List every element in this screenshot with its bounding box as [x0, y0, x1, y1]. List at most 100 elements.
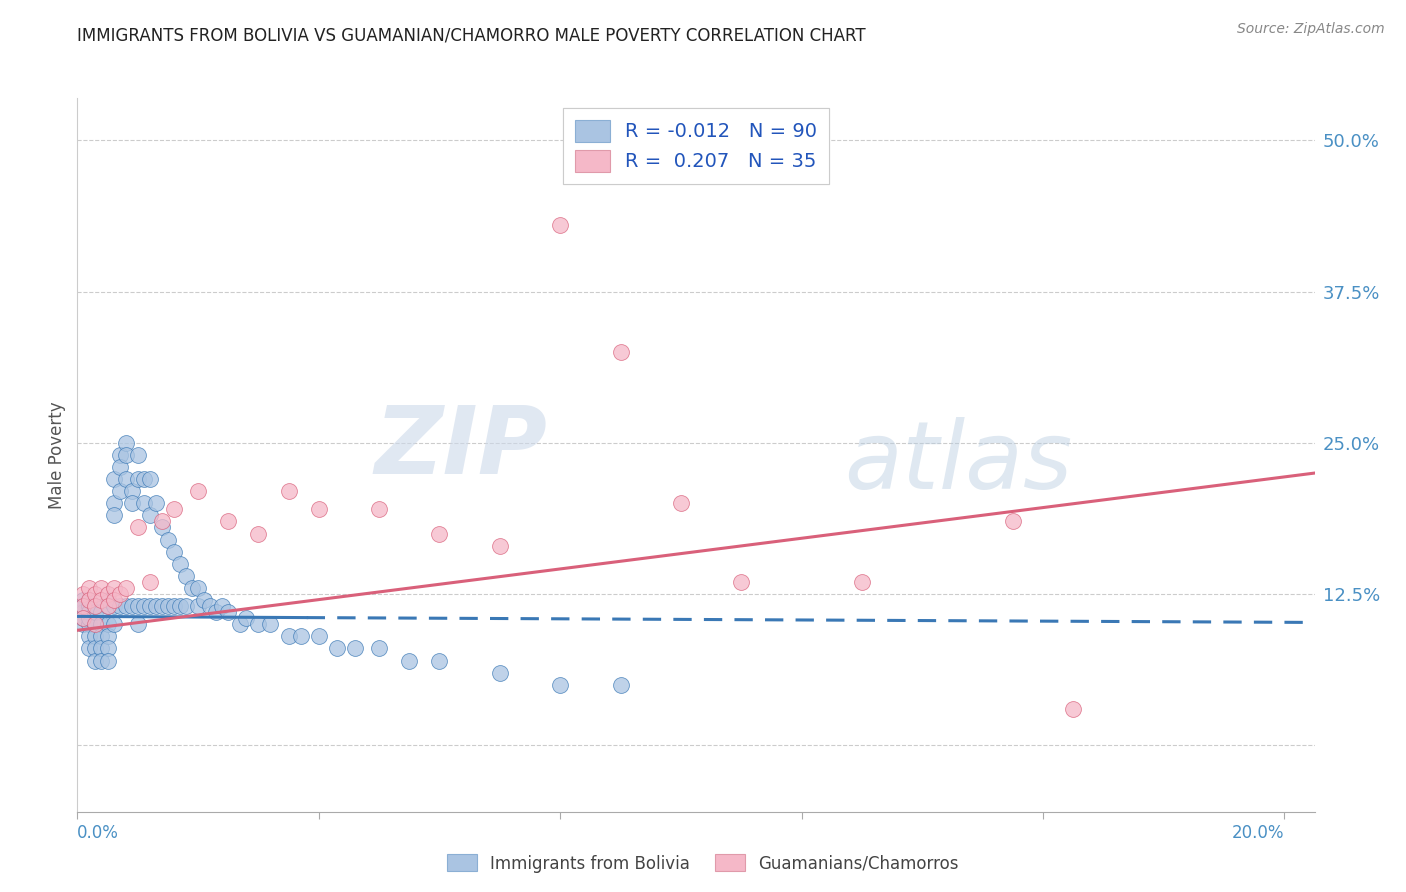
- Point: [429, 654, 451, 668]
- Point: [72, 593, 94, 607]
- Point: [84, 617, 107, 632]
- Point: [84, 641, 107, 656]
- Point: [308, 502, 330, 516]
- Legend: R = -0.012   N = 90, R =  0.207   N = 35: R = -0.012 N = 90, R = 0.207 N = 35: [562, 108, 830, 184]
- Point: [96, 617, 118, 632]
- Point: [79, 629, 101, 643]
- Point: [211, 599, 233, 613]
- Point: [217, 605, 239, 619]
- Point: [127, 520, 149, 534]
- Point: [429, 526, 451, 541]
- Point: [84, 617, 107, 632]
- Point: [108, 587, 131, 601]
- Point: [96, 654, 118, 668]
- Point: [103, 617, 125, 632]
- Point: [609, 678, 631, 692]
- Point: [132, 599, 155, 613]
- Point: [247, 617, 270, 632]
- Point: [90, 581, 112, 595]
- Point: [121, 599, 143, 613]
- Point: [187, 581, 209, 595]
- Point: [326, 641, 349, 656]
- Point: [488, 665, 510, 680]
- Point: [127, 448, 149, 462]
- Point: [308, 629, 330, 643]
- Point: [90, 605, 112, 619]
- Point: [79, 641, 101, 656]
- Point: [156, 533, 179, 547]
- Point: [90, 641, 112, 656]
- Point: [851, 574, 873, 589]
- Point: [193, 593, 215, 607]
- Point: [72, 611, 94, 625]
- Point: [127, 599, 149, 613]
- Text: 20.0%: 20.0%: [1232, 824, 1285, 842]
- Point: [84, 654, 107, 668]
- Point: [79, 581, 101, 595]
- Point: [114, 435, 136, 450]
- Point: [103, 593, 125, 607]
- Point: [114, 448, 136, 462]
- Point: [139, 574, 162, 589]
- Point: [96, 641, 118, 656]
- Point: [108, 484, 131, 499]
- Point: [121, 496, 143, 510]
- Point: [277, 629, 299, 643]
- Point: [103, 599, 125, 613]
- Point: [84, 587, 107, 601]
- Point: [229, 617, 252, 632]
- Legend: Immigrants from Bolivia, Guamanians/Chamorros: Immigrants from Bolivia, Guamanians/Cham…: [440, 847, 966, 880]
- Point: [72, 599, 94, 613]
- Point: [150, 520, 173, 534]
- Point: [103, 508, 125, 523]
- Text: Source: ZipAtlas.com: Source: ZipAtlas.com: [1237, 22, 1385, 37]
- Point: [488, 539, 510, 553]
- Point: [103, 496, 125, 510]
- Point: [145, 599, 167, 613]
- Point: [277, 484, 299, 499]
- Point: [235, 611, 257, 625]
- Point: [174, 599, 197, 613]
- Point: [139, 472, 162, 486]
- Point: [150, 515, 173, 529]
- Point: [1001, 515, 1024, 529]
- Point: [96, 599, 118, 613]
- Point: [156, 599, 179, 613]
- Point: [90, 654, 112, 668]
- Point: [79, 605, 101, 619]
- Point: [84, 599, 107, 613]
- Point: [72, 605, 94, 619]
- Point: [259, 617, 281, 632]
- Point: [103, 472, 125, 486]
- Point: [132, 496, 155, 510]
- Point: [205, 605, 228, 619]
- Text: ZIP: ZIP: [374, 401, 547, 494]
- Point: [96, 629, 118, 643]
- Point: [96, 587, 118, 601]
- Point: [187, 599, 209, 613]
- Point: [198, 599, 221, 613]
- Point: [169, 599, 191, 613]
- Point: [103, 581, 125, 595]
- Point: [84, 629, 107, 643]
- Point: [187, 484, 209, 499]
- Text: IMMIGRANTS FROM BOLIVIA VS GUAMANIAN/CHAMORRO MALE POVERTY CORRELATION CHART: IMMIGRANTS FROM BOLIVIA VS GUAMANIAN/CHA…: [77, 27, 866, 45]
- Point: [150, 599, 173, 613]
- Point: [90, 617, 112, 632]
- Point: [79, 617, 101, 632]
- Point: [121, 484, 143, 499]
- Point: [290, 629, 312, 643]
- Y-axis label: Male Poverty: Male Poverty: [48, 401, 66, 508]
- Point: [108, 460, 131, 475]
- Point: [169, 557, 191, 571]
- Point: [343, 641, 366, 656]
- Point: [108, 448, 131, 462]
- Point: [90, 593, 112, 607]
- Point: [79, 593, 101, 607]
- Point: [108, 599, 131, 613]
- Point: [139, 599, 162, 613]
- Point: [145, 496, 167, 510]
- Point: [114, 581, 136, 595]
- Point: [72, 599, 94, 613]
- Point: [79, 593, 101, 607]
